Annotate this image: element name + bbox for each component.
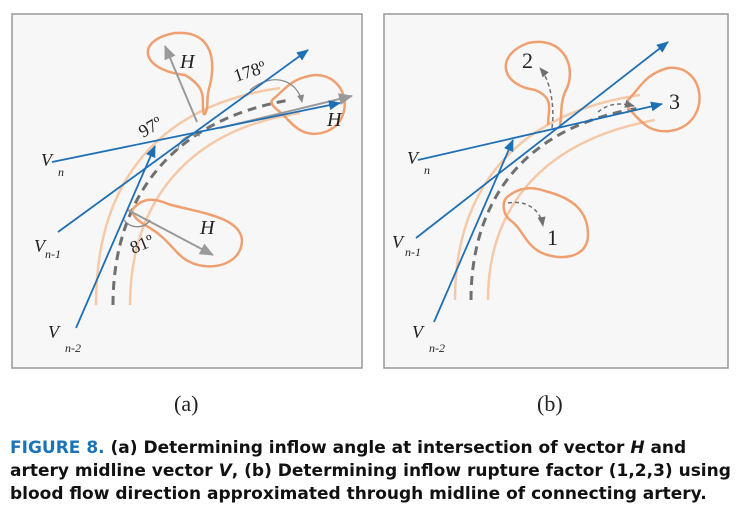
- vector-vn-1: [415, 41, 669, 239]
- angle-arc-97: [177, 134, 201, 151]
- aneurysm-2: [504, 40, 572, 126]
- factor-label-2: 2: [522, 48, 533, 73]
- figure-label: FIGURE 8.: [10, 438, 105, 458]
- caption-h-symbol: H: [630, 438, 645, 458]
- vector-vn-1: [57, 49, 309, 233]
- caption-v-symbol: V: [218, 461, 232, 481]
- aneurysm-bottom: [130, 198, 244, 268]
- artery-wall-inner: [128, 111, 301, 306]
- caption-text-3: , (b) Determining inflow rupture factor …: [10, 461, 731, 504]
- label-vn-2: Vn-2: [48, 322, 81, 355]
- artery-wall-inner: [486, 118, 656, 301]
- panel-a: H H H 97º 178º 81º Vn Vn-1 Vn-2 (a): [11, 13, 363, 416]
- aneurysm-top: [146, 31, 214, 116]
- flow-arrow-1: [507, 201, 546, 227]
- vector-vn-2: [75, 145, 156, 329]
- figure-8-illustration: H H H 97º 178º 81º Vn Vn-1 Vn-2 (a): [11, 13, 729, 416]
- panel-a-frame: [11, 13, 363, 369]
- flow-arrow-3: [597, 99, 635, 113]
- h-label-bottom: H: [199, 217, 216, 239]
- label-vn-1: Vn-1: [34, 236, 61, 261]
- artery-midline: [469, 106, 641, 301]
- flow-arrow-2: [539, 67, 554, 129]
- h-label-top: H: [179, 51, 196, 73]
- aneurysm-right: [270, 73, 346, 136]
- aneurysm-3: [625, 66, 701, 133]
- caption-text-1: (a) Determining inflow angle at intersec…: [104, 438, 631, 458]
- vector-vn-2: [433, 139, 514, 323]
- panel-b-sublabel: (b): [537, 391, 563, 416]
- caption-text-2: and artery midline vector: [10, 438, 687, 481]
- artery-wall-outer: [94, 86, 281, 306]
- h-vector-bottom: [127, 209, 214, 256]
- aneurysm-1: [502, 187, 590, 259]
- h-label-right: H: [326, 109, 343, 131]
- label-vn: Vn: [407, 148, 430, 177]
- panel-b-frame: [383, 13, 729, 369]
- angle-arc-178: [249, 79, 305, 103]
- figure-caption: FIGURE 8. (a) Determining inflow angle a…: [10, 437, 735, 506]
- h-vector-top: [164, 45, 198, 123]
- label-vn-2: Vn-2: [412, 322, 445, 355]
- factor-label-3: 3: [669, 89, 680, 114]
- panel-a-sublabel: (a): [174, 391, 198, 416]
- vector-vn: [417, 101, 663, 161]
- artery-wall-outer: [453, 93, 641, 301]
- label-vn: Vn: [41, 150, 64, 179]
- angle-arc-81: [123, 219, 151, 228]
- factor-label-1: 1: [547, 225, 558, 250]
